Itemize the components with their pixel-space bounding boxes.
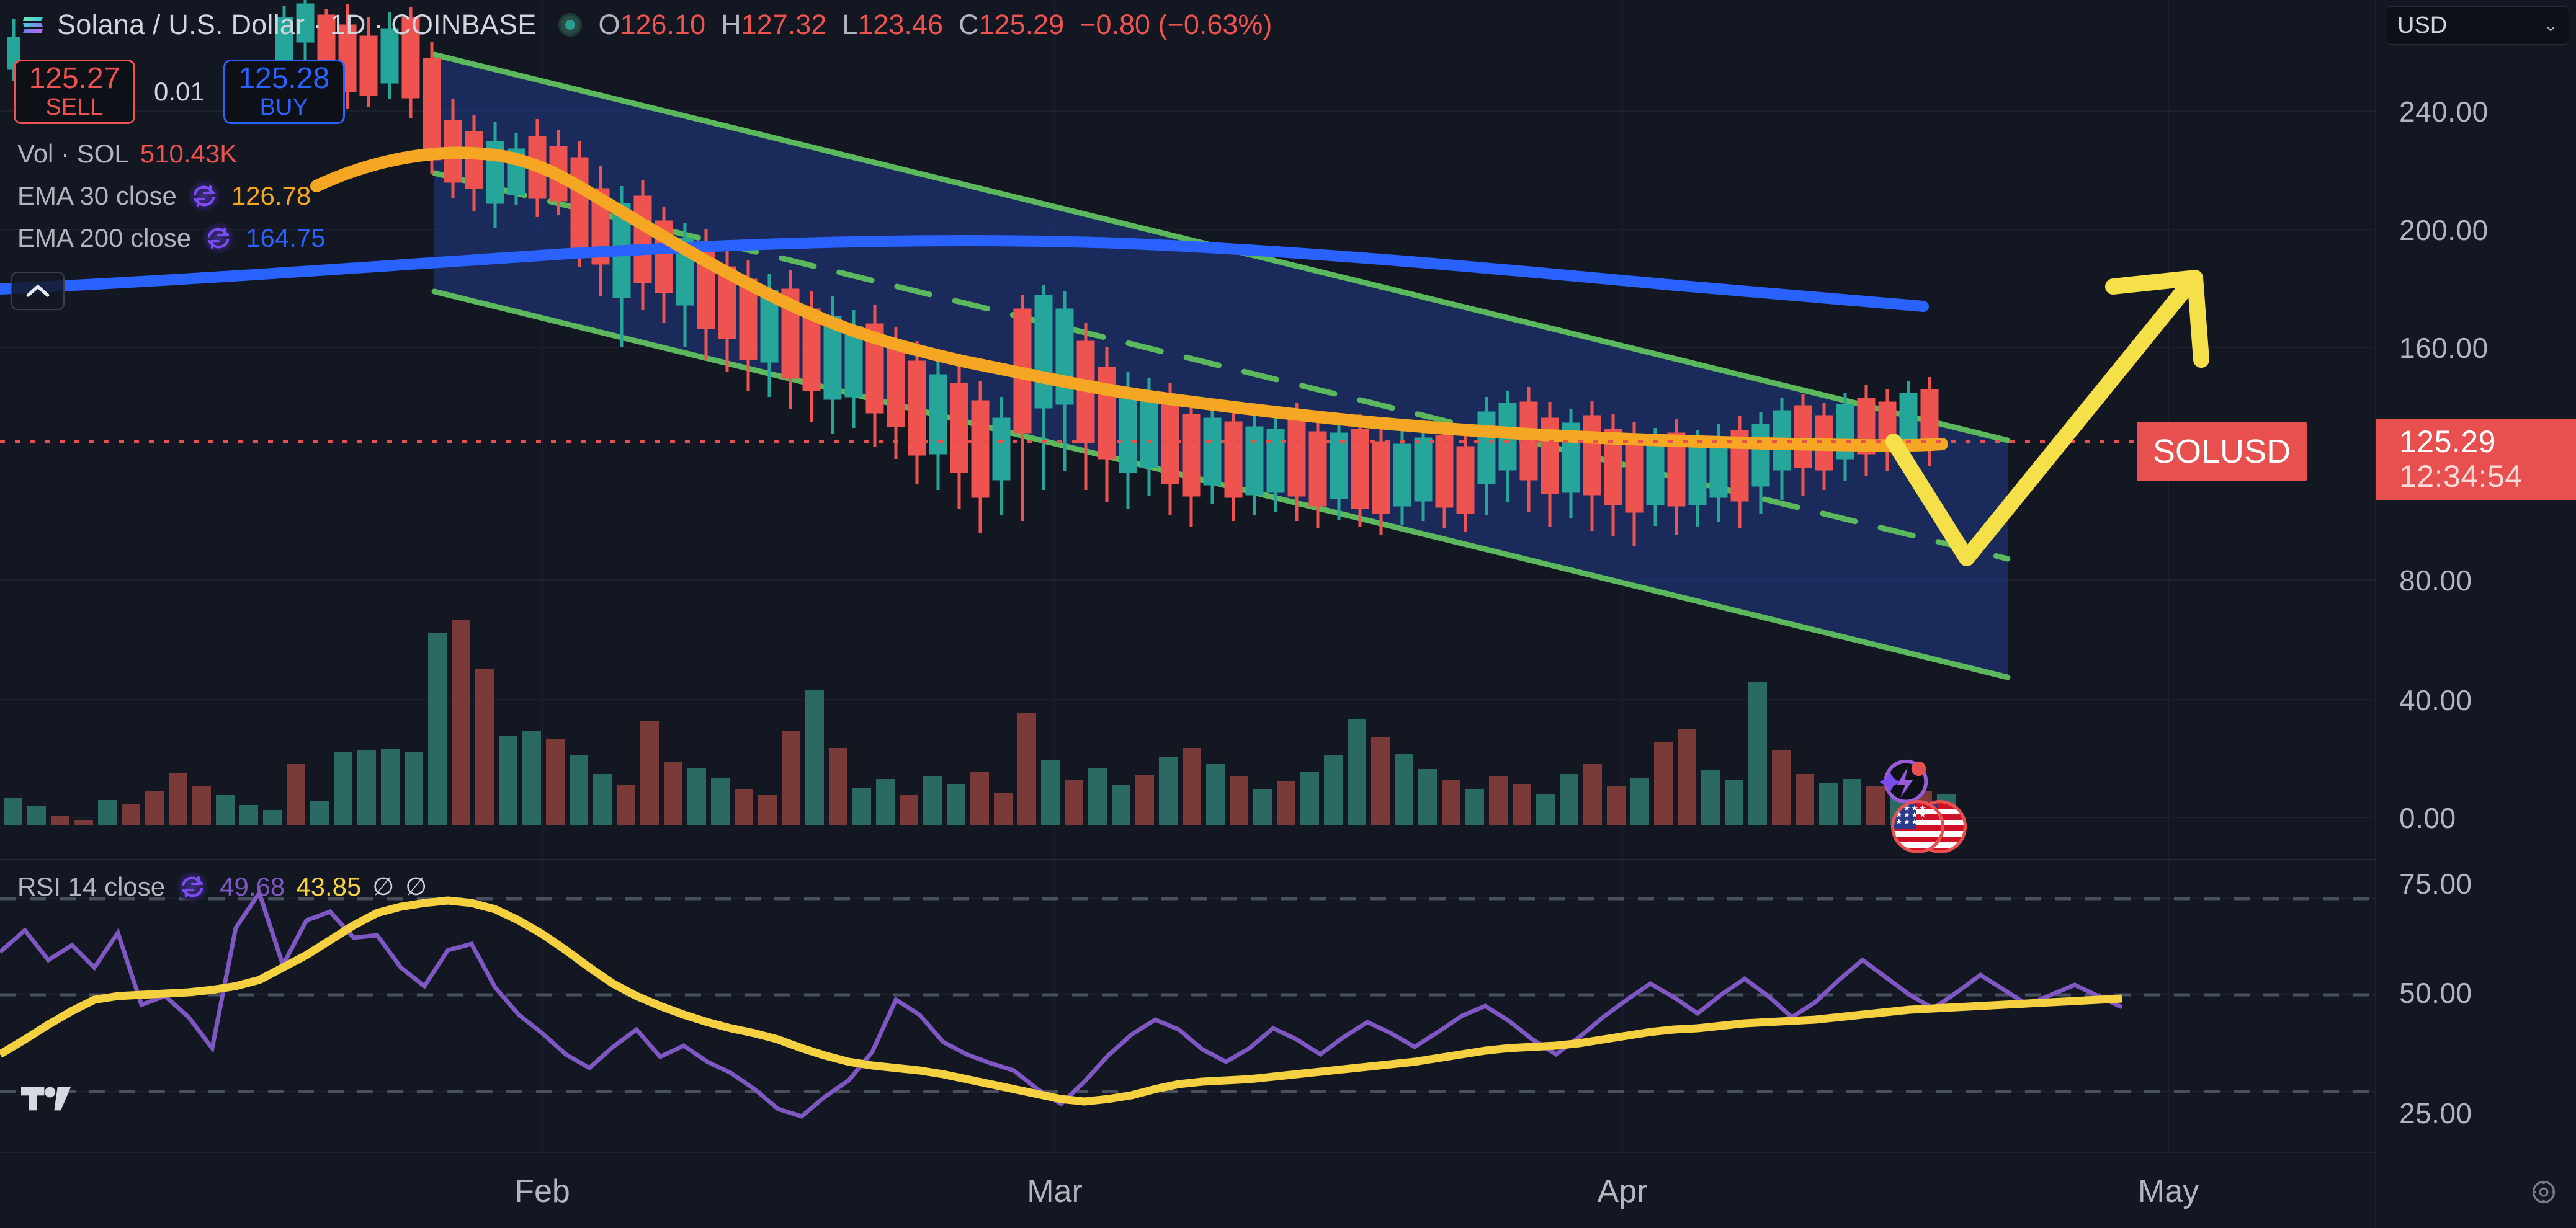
rsi-legend-label: RSI 14 close <box>17 872 166 901</box>
open-value: 126.10 <box>620 9 706 40</box>
ema200-legend-label: EMA 200 close <box>17 223 192 252</box>
rsi-line <box>0 888 2123 1119</box>
time-label-feb: Feb <box>514 1173 570 1209</box>
flag-stars: ★★★★ ★★★★ ★★★★ <box>1895 803 1927 826</box>
trade-panel: 125.27 SELL 0.01 125.28 BUY <box>14 60 345 124</box>
refresh-icon[interactable] <box>202 222 235 254</box>
tradingview-logo-icon <box>21 1087 71 1111</box>
projection-arrow <box>1885 270 2209 566</box>
time-label-may: May <box>2137 1173 2199 1209</box>
current-price: 125.29 <box>2399 424 2496 459</box>
open-label: O <box>598 9 620 40</box>
ema200-line <box>0 235 1929 312</box>
price-tick-0: 0.00 <box>2399 802 2456 834</box>
time-label-apr: Apr <box>1597 1173 1648 1209</box>
high-value: 127.32 <box>741 9 827 40</box>
ohlc-values: O126.10 H127.32 L123.46 C125.29 −0.80 (−… <box>598 9 1272 41</box>
rsi-null-value-1: ∅ <box>372 873 395 901</box>
currency-label: USD <box>2397 12 2448 38</box>
countdown-timer: 12:34:54 <box>2399 459 2523 494</box>
sell-button[interactable]: 125.27 SELL <box>14 60 135 124</box>
chevron-down-icon: ⌄ <box>2544 16 2557 35</box>
ema200-legend-value: 164.75 <box>246 223 326 252</box>
volume-legend-value: 510.43K <box>140 139 238 168</box>
refresh-icon[interactable] <box>176 871 209 903</box>
price-tick-160: 160.00 <box>2399 332 2489 364</box>
market-status-indicator[interactable] <box>558 13 583 37</box>
buy-label: BUY <box>259 94 308 120</box>
close-value: 125.29 <box>978 9 1065 40</box>
refresh-icon[interactable] <box>187 180 220 212</box>
sell-price: 125.27 <box>29 62 120 95</box>
volume-legend-label: Vol · SOL <box>17 139 129 168</box>
current-price-badge[interactable]: 125.29 12:34:54 <box>2376 419 2576 500</box>
ema30-legend-value: 126.78 <box>231 181 311 210</box>
price-tick-80: 80.00 <box>2399 564 2472 597</box>
volume-legend[interactable]: Vol · SOL 510.43K <box>17 139 237 169</box>
time-axis[interactable]: Feb Mar Apr May <box>0 1152 2375 1228</box>
ema30-legend-label: EMA 30 close <box>17 181 177 210</box>
time-label-mar: Mar <box>1027 1173 1083 1209</box>
ai-event-marker[interactable] <box>1875 754 1933 812</box>
close-label: C <box>959 9 979 40</box>
rsi-ma-line <box>0 896 2122 1106</box>
ema30-line <box>310 146 1948 452</box>
page-title[interactable]: Solana / U.S. Dollar · 1D · COINBASE <box>57 9 537 40</box>
symbol-price-flag: SOLUSD <box>2137 422 2307 481</box>
chart-graphics <box>0 0 2375 1153</box>
rsi-tick-75: 75.00 <box>2399 868 2472 900</box>
volume-histogram <box>4 620 1956 825</box>
tradingview-logo[interactable] <box>21 1078 81 1119</box>
rsi-legend[interactable]: RSI 14 close 49.68 43.85 ∅ ∅ <box>17 871 427 903</box>
spread-value: 0.01 <box>154 77 205 106</box>
price-scale[interactable]: USD ⌄ 240.00 200.00 160.00 125.29 12:34:… <box>2375 0 2576 1228</box>
symbol-header: Solana / U.S. Dollar · 1D · COINBASE O12… <box>19 9 1272 41</box>
sparkle-lightning-icon <box>1879 759 1928 804</box>
change-value: −0.80 (−0.63%) <box>1080 9 1272 40</box>
sell-label: SELL <box>45 94 104 120</box>
price-tick-40: 40.00 <box>2399 684 2472 716</box>
solana-logo-icon <box>19 11 47 39</box>
ema30-legend[interactable]: EMA 30 close 126.78 <box>17 180 311 212</box>
ema200-legend[interactable]: EMA 200 close 164.75 <box>17 222 326 254</box>
buy-button[interactable]: 125.28 BUY <box>223 60 345 124</box>
buy-price: 125.28 <box>238 62 330 95</box>
us-economic-event-marker[interactable]: ★★★★ ★★★★ ★★★★ <box>1891 800 1944 853</box>
low-value: 123.46 <box>857 9 943 40</box>
chart-settings-button[interactable] <box>2530 1178 2557 1206</box>
collapse-pane-button[interactable] <box>11 272 65 310</box>
chart-canvas[interactable] <box>0 0 2375 1228</box>
gear-icon <box>2532 1180 2556 1204</box>
us-flag-icon: ★★★★ ★★★★ ★★★★ <box>1891 800 1944 853</box>
rsi-pane <box>0 888 2375 1119</box>
chevron-up-icon <box>26 285 50 297</box>
currency-selector[interactable]: USD ⌄ <box>2386 6 2569 45</box>
rsi-value: 49.68 <box>220 872 285 901</box>
low-label: L <box>842 9 858 40</box>
rsi-tick-50: 50.00 <box>2399 977 2472 1009</box>
price-tick-200: 200.00 <box>2399 214 2489 246</box>
rsi-tick-25: 25.00 <box>2399 1097 2472 1129</box>
rsi-null-value-2: ∅ <box>405 873 427 901</box>
channel-midline <box>431 170 2011 562</box>
price-tick-240: 240.00 <box>2399 96 2489 128</box>
high-label: H <box>721 9 741 40</box>
rsi-ma-value: 43.85 <box>296 872 362 901</box>
